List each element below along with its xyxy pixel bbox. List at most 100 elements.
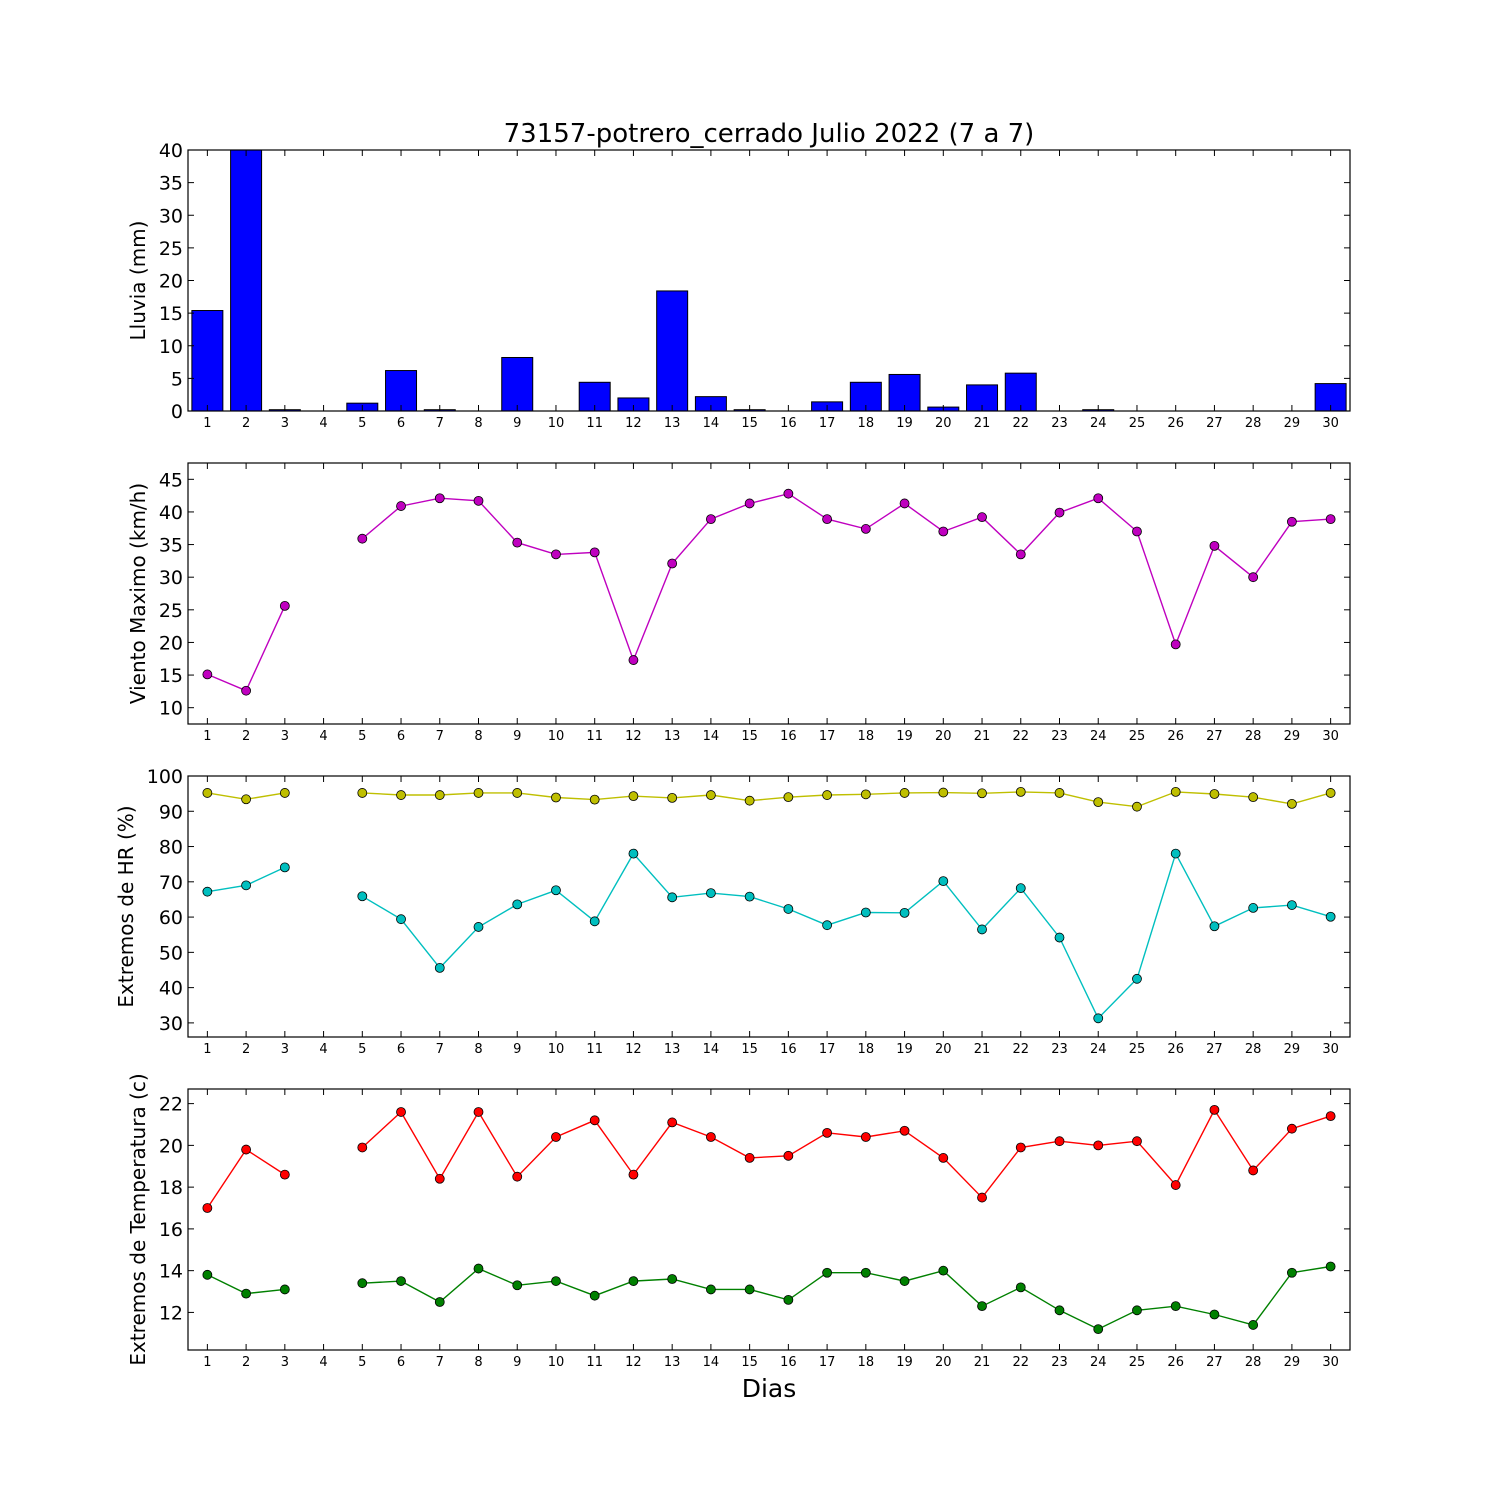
series-2-point-day-1 [202, 886, 213, 897]
y-tick-label: 0 [171, 401, 183, 423]
x-tick-label: 13 [664, 729, 681, 744]
series-2-point-day-16 [783, 1294, 794, 1305]
y-tick-label: 30 [159, 205, 183, 227]
series-1-point-day-26 [1170, 1180, 1181, 1190]
series-1-point-day-25 [1132, 526, 1142, 537]
series-1-point-day-22 [1015, 1142, 1026, 1153]
series-2-point-day-16 [783, 904, 794, 914]
series-1-point-day-30 [1325, 1111, 1336, 1122]
series-2-point-day-19 [899, 1276, 910, 1286]
series-2-point-day-10 [551, 885, 561, 896]
x-tick-label: 23 [1051, 1042, 1068, 1057]
series-1-point-day-7 [434, 493, 445, 504]
x-tick-label: 6 [397, 1042, 405, 1057]
series-2-point-day-23 [1054, 1305, 1065, 1316]
series-1-point-day-28 [1248, 572, 1259, 583]
series-2-point-day-9 [512, 1280, 523, 1291]
series-1-line [207, 605, 286, 692]
x-tick-label: 4 [319, 416, 327, 431]
series-1-point-day-6 [396, 790, 406, 800]
series-1-point-day-17 [822, 514, 832, 525]
x-axis-label: Dias [742, 1374, 797, 1403]
series-1-point-day-8 [473, 495, 484, 506]
x-tick-label: 12 [625, 1355, 642, 1370]
x-tick-label: 14 [703, 416, 720, 431]
series-1-point-day-18 [860, 524, 871, 534]
x-tick-label: 20 [935, 1042, 952, 1057]
x-tick-label: 22 [1012, 1355, 1029, 1370]
y-tick-label: 20 [159, 1135, 183, 1157]
x-tick-label: 6 [397, 416, 405, 431]
series-1-point-day-2 [241, 794, 252, 805]
series-1-point-day-11 [589, 547, 600, 558]
series-1-point-day-27 [1209, 789, 1220, 799]
series-1-point-day-29 [1287, 798, 1297, 809]
x-tick-label: 15 [741, 729, 758, 744]
x-tick-label: 16 [780, 1042, 797, 1057]
series-1-point-day-15 [744, 795, 755, 806]
series-2-point-day-28 [1248, 1320, 1259, 1330]
x-tick-label: 23 [1051, 416, 1068, 431]
series-2-point-day-25 [1132, 973, 1142, 984]
x-tick-label: 19 [896, 1042, 913, 1057]
x-tick-label: 9 [513, 729, 521, 744]
series-1-point-day-5 [357, 788, 368, 798]
x-tick-label: 8 [474, 729, 482, 744]
x-tick-label: 9 [513, 416, 521, 431]
x-tick-label: 30 [1322, 1355, 1339, 1370]
series-2-point-day-21 [977, 1301, 987, 1312]
x-tick-label: 19 [896, 416, 913, 431]
series-1-point-day-17 [822, 790, 832, 800]
x-tick-label: 3 [281, 1042, 289, 1057]
x-tick-label: 15 [741, 1042, 758, 1057]
series-2-point-day-10 [551, 1276, 561, 1286]
series-1-point-day-3 [279, 788, 290, 798]
series-2-point-day-24 [1093, 1324, 1104, 1335]
y-tick-label: 15 [159, 665, 183, 687]
series-2-point-day-26 [1170, 848, 1181, 859]
x-tick-label: 21 [974, 1355, 991, 1370]
series-2-point-day-5 [357, 1278, 368, 1289]
series-1-point-day-23 [1054, 507, 1065, 518]
series-2-point-day-20 [938, 1265, 949, 1276]
series-1-line [362, 791, 1331, 808]
x-tick-label: 18 [858, 729, 875, 744]
x-tick-label: 8 [474, 416, 482, 431]
y-axis-label: Extremos de HR (%) [114, 805, 138, 1007]
x-tick-label: 15 [741, 1355, 758, 1370]
x-tick-label: 20 [935, 416, 952, 431]
y-axis-label: Viento Maximo (km/h) [126, 483, 150, 704]
x-tick-label: 2 [242, 1355, 250, 1370]
x-tick-label: 11 [586, 1355, 603, 1370]
series-1-point-day-7 [434, 790, 445, 800]
x-tick-label: 11 [586, 729, 603, 744]
series-1-point-day-27 [1209, 540, 1220, 551]
y-tick-label: 16 [159, 1219, 183, 1241]
x-tick-label: 16 [780, 729, 797, 744]
series-1-point-day-14 [706, 790, 716, 800]
series-2-point-day-15 [744, 891, 755, 902]
x-tick-label: 1 [203, 416, 211, 431]
y-tick-label: 40 [159, 978, 183, 1000]
series-1-point-day-5 [357, 533, 368, 544]
series-1-point-day-29 [1287, 516, 1297, 527]
x-tick-label: 22 [1012, 1042, 1029, 1057]
series-1-point-day-28 [1248, 1165, 1259, 1176]
series-1-point-day-13 [667, 792, 678, 803]
x-tick-label: 2 [242, 416, 250, 431]
series-2-point-day-30 [1325, 911, 1336, 922]
series-1-point-day-21 [977, 512, 987, 523]
series-2-point-day-7 [434, 1297, 445, 1307]
x-tick-label: 11 [586, 1042, 603, 1057]
series-1-point-day-27 [1209, 1104, 1220, 1115]
x-tick-label: 25 [1129, 729, 1146, 744]
figure-title: 73157-potrero_cerrado Julio 2022 (7 a 7) [504, 119, 1035, 149]
x-tick-label: 30 [1322, 1042, 1339, 1057]
x-tick-label: 6 [397, 1355, 405, 1370]
x-tick-label: 7 [436, 1355, 444, 1370]
bar-day-1 [191, 310, 224, 411]
series-1-point-day-9 [512, 788, 523, 798]
series-2-point-day-11 [589, 1290, 600, 1301]
x-tick-label: 2 [242, 1042, 250, 1057]
